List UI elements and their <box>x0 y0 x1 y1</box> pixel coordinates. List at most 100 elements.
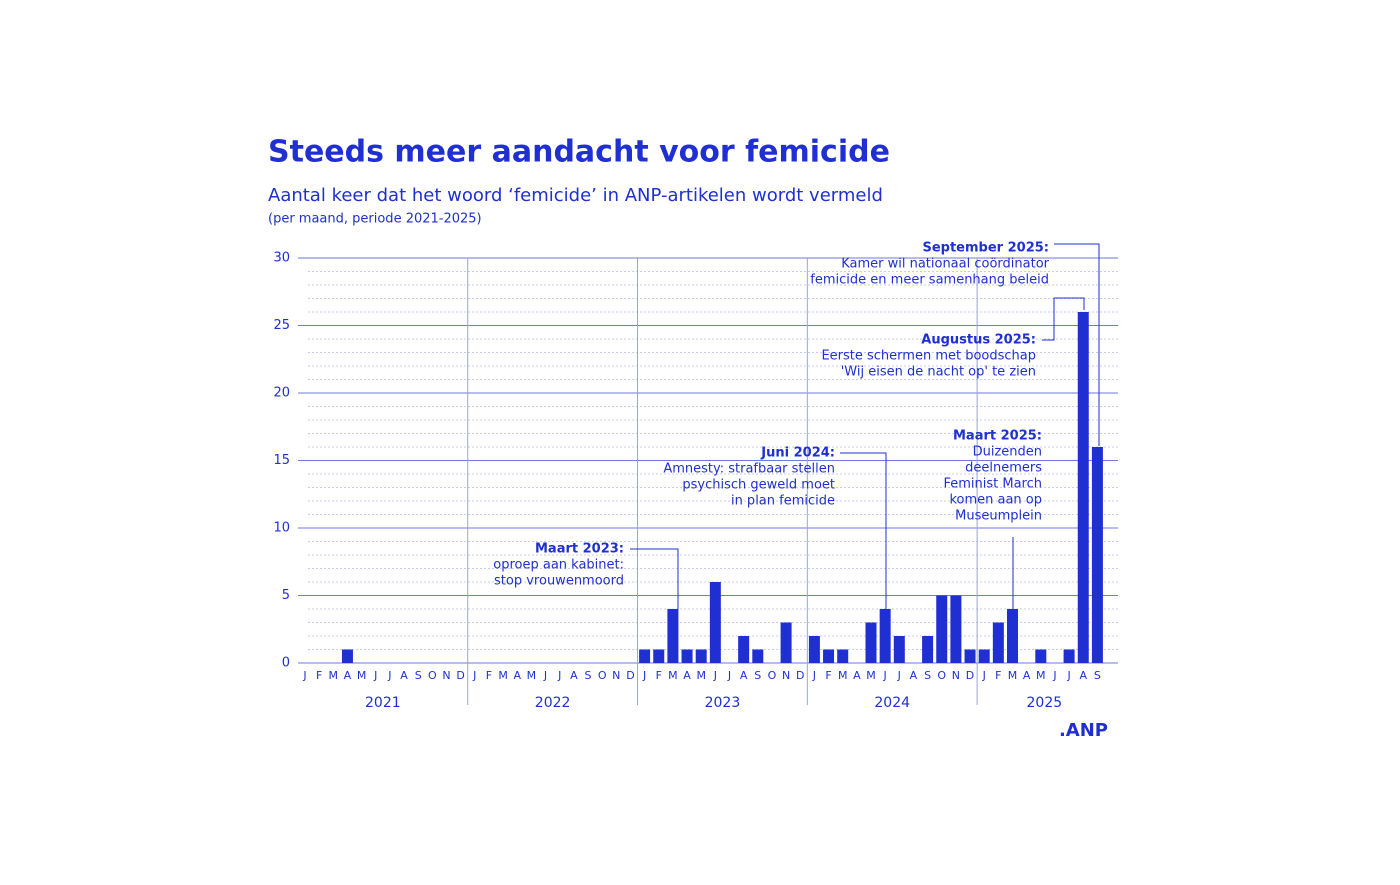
x-tick-label: N <box>782 669 790 682</box>
x-tick-label: M <box>498 669 508 682</box>
bar <box>978 649 990 663</box>
bar <box>341 649 353 663</box>
x-tick-label: O <box>768 669 777 682</box>
annotation-title: September 2025: <box>922 241 1049 256</box>
x-tick-label: A <box>740 669 748 682</box>
annotation-connector <box>1054 243 1100 446</box>
bar <box>936 595 948 663</box>
y-tick-label: 0 <box>282 656 290 671</box>
x-tick-label: J <box>557 669 561 682</box>
x-tick-label: D <box>456 669 464 682</box>
x-tick-label: F <box>486 669 492 682</box>
y-tick-label: 20 <box>273 386 290 401</box>
annotation-text: in plan femicide <box>731 494 835 509</box>
x-tick-label: M <box>329 669 339 682</box>
x-tick-label: J <box>373 669 377 682</box>
x-tick-label: O <box>428 669 437 682</box>
annotation-text: femicide en meer samenhang beleid <box>810 273 1049 288</box>
chart-note: (per maand, periode 2021-2025) <box>268 212 482 227</box>
x-tick-label: J <box>472 669 476 682</box>
bar <box>992 622 1004 663</box>
bar <box>1035 649 1047 663</box>
x-tick-label: M <box>668 669 678 682</box>
x-tick-label: M <box>527 669 537 682</box>
x-tick-label: M <box>696 669 706 682</box>
annotation-connector <box>630 548 679 609</box>
chart-title: Steeds meer aandacht voor femicide <box>268 135 890 170</box>
bar <box>681 649 693 663</box>
x-tick-label: J <box>713 669 717 682</box>
annotation-text: stop vrouwenmoord <box>494 574 624 589</box>
annotation-text: deelnemers <box>965 461 1042 476</box>
bar <box>709 582 721 663</box>
x-tick-label: D <box>796 669 804 682</box>
annotation-title: Augustus 2025: <box>921 333 1036 348</box>
x-tick-label: F <box>316 669 322 682</box>
x-tick-label: J <box>1066 669 1070 682</box>
x-tick-label: A <box>344 669 352 682</box>
x-tick-label: N <box>952 669 960 682</box>
year-label: 2023 <box>705 695 741 711</box>
x-tick-label: D <box>626 669 634 682</box>
y-tick-label: 15 <box>273 453 290 468</box>
y-tick-label: 30 <box>273 251 290 266</box>
bar <box>639 649 651 663</box>
x-tick-label: A <box>853 669 861 682</box>
x-tick-label: A <box>570 669 578 682</box>
x-tick-label: N <box>442 669 450 682</box>
annotation-text: Eerste schermen met boodschap <box>821 349 1036 364</box>
x-tick-label: S <box>415 669 422 682</box>
year-label: 2024 <box>874 695 910 711</box>
annotation-text: 'Wij eisen de nacht op' te zien <box>841 365 1036 380</box>
x-tick-label: M <box>866 669 876 682</box>
x-tick-label: J <box>1052 669 1056 682</box>
x-tick-label: J <box>982 669 986 682</box>
year-label: 2021 <box>365 695 401 711</box>
x-tick-label: M <box>357 669 367 682</box>
x-tick-label: A <box>400 669 408 682</box>
x-tick-label: J <box>897 669 901 682</box>
annotation-title: Maart 2023: <box>535 542 624 557</box>
bar <box>695 649 707 663</box>
x-tick-label: A <box>513 669 521 682</box>
bar <box>893 636 905 663</box>
bar <box>865 622 877 663</box>
bar <box>922 636 934 663</box>
bar <box>1091 447 1103 663</box>
bar <box>823 649 835 663</box>
y-tick-label: 25 <box>273 318 290 333</box>
annotation-text: Duizenden <box>973 445 1042 460</box>
annotation-text: psychisch geweld moet <box>682 478 835 493</box>
chart-subtitle: Aantal keer dat het woord ‘femicide’ in … <box>268 185 883 206</box>
x-tick-label: J <box>812 669 816 682</box>
x-tick-label: F <box>656 669 662 682</box>
x-tick-label: F <box>995 669 1001 682</box>
bar <box>653 649 665 663</box>
annotation-title: Maart 2025: <box>953 429 1042 444</box>
year-label: 2022 <box>535 695 571 711</box>
bar <box>738 636 750 663</box>
x-tick-label: J <box>387 669 391 682</box>
x-tick-label: S <box>585 669 592 682</box>
annotation-title: Juni 2024: <box>760 446 835 461</box>
bar <box>879 609 891 663</box>
x-tick-label: J <box>302 669 306 682</box>
annotation-text: komen aan op <box>949 493 1042 508</box>
bar <box>780 622 792 663</box>
x-tick-label: A <box>1023 669 1031 682</box>
x-tick-label: A <box>910 669 918 682</box>
x-tick-label: N <box>612 669 620 682</box>
x-tick-label: A <box>683 669 691 682</box>
bar <box>1007 609 1018 663</box>
x-tick-label: S <box>754 669 761 682</box>
bar <box>837 649 849 663</box>
x-tick-label: J <box>642 669 646 682</box>
annotation-connector <box>840 452 887 609</box>
x-tick-label: O <box>937 669 946 682</box>
x-tick-label: F <box>825 669 831 682</box>
x-tick-label: M <box>1036 669 1046 682</box>
y-tick-label: 10 <box>273 521 290 536</box>
bar <box>1063 649 1075 663</box>
